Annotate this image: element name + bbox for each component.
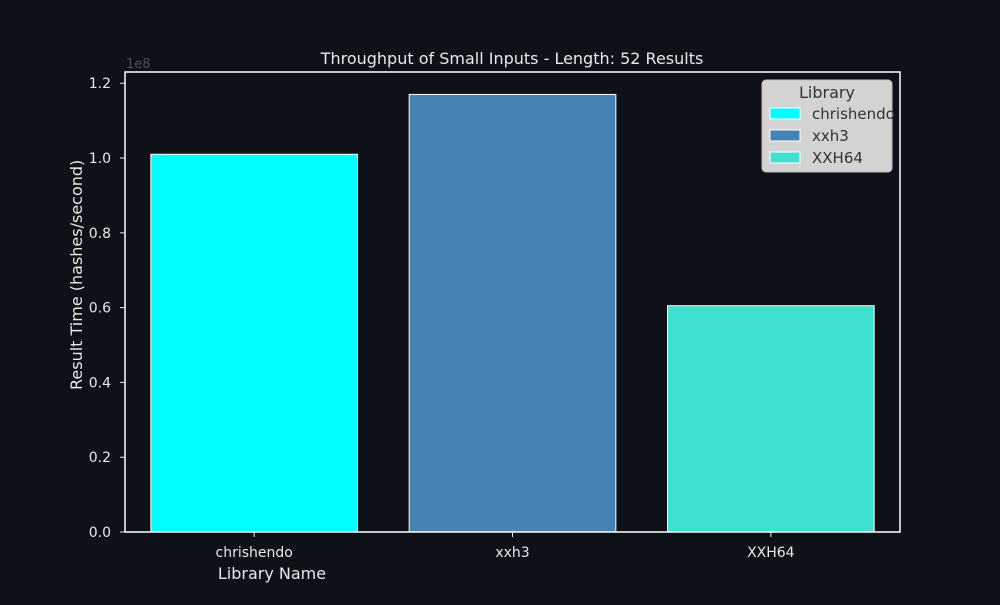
y-axis-multiplier: 1e8 bbox=[126, 57, 151, 72]
y-tick-label: 1.2 bbox=[89, 76, 111, 92]
bar-chrishendo bbox=[150, 153, 358, 533]
legend-entries: chrishendo xxh3 XXH64 bbox=[769, 105, 895, 167]
x-tick-label: chrishendo bbox=[216, 545, 293, 561]
x-tick-group: chrishendo xxh3 XXH64 bbox=[216, 532, 795, 561]
x-axis-label: Library Name bbox=[218, 564, 326, 583]
x-tick-label: XXH64 bbox=[747, 545, 795, 561]
chart-title: Throughput of Small Inputs - Length: 52 … bbox=[320, 49, 704, 68]
bar-group bbox=[150, 93, 875, 533]
y-tick-label: 0.8 bbox=[89, 226, 111, 242]
y-tick-label: 0.2 bbox=[89, 450, 111, 466]
legend-swatch-xxh64 bbox=[769, 151, 801, 164]
bar-xxh64 bbox=[667, 305, 875, 533]
legend-label: xxh3 bbox=[812, 127, 849, 145]
legend-title: Library bbox=[799, 83, 855, 102]
legend: Library chrishendo xxh3 XXH64 bbox=[761, 79, 895, 173]
legend-label: chrishendo bbox=[812, 105, 895, 123]
x-tick-label: xxh3 bbox=[495, 545, 529, 561]
legend-swatch-chrishendo bbox=[769, 107, 801, 120]
bar-xxh3 bbox=[408, 93, 617, 533]
legend-label: XXH64 bbox=[812, 149, 863, 167]
y-tick-label: 1.0 bbox=[89, 151, 111, 167]
axes-frame bbox=[124, 71, 901, 533]
legend-box bbox=[761, 79, 893, 173]
y-tick-label: 0.0 bbox=[89, 525, 111, 541]
y-tick-label: 0.4 bbox=[89, 375, 111, 391]
legend-swatch-xxh3 bbox=[769, 129, 801, 142]
y-tick-label: 0.6 bbox=[89, 301, 111, 317]
y-tick-group: 0.0 0.2 0.4 0.6 0.8 1.0 1.2 bbox=[89, 76, 125, 541]
y-axis-label: Result Time (hashes/second) bbox=[67, 160, 86, 390]
